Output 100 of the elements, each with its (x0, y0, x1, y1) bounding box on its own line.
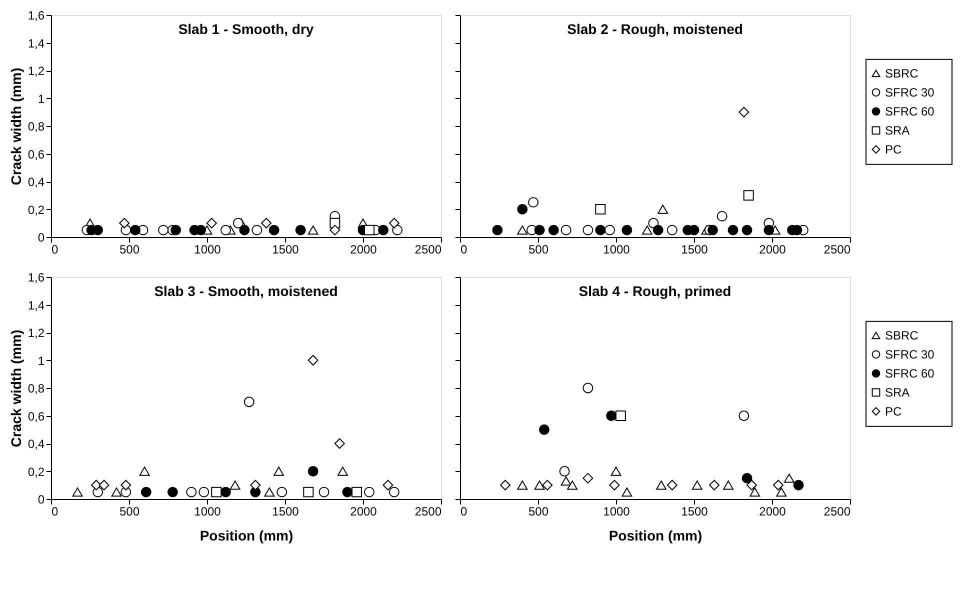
x-tick-label: 2500 (414, 242, 442, 256)
point (517, 480, 528, 490)
point (793, 480, 804, 490)
x-tick-label: 1500 (272, 504, 300, 518)
x-tick-label: 1000 (194, 242, 222, 256)
point (742, 472, 752, 484)
point (548, 224, 559, 236)
point (622, 224, 632, 236)
point (738, 410, 750, 421)
point (308, 355, 318, 366)
x-tick-label: 1500 (681, 242, 708, 256)
point (692, 480, 702, 490)
x-tick-label: 500 (528, 242, 549, 256)
x-axis-title: Position (mm) (608, 528, 702, 544)
point (559, 466, 570, 476)
x-tick-label: 1500 (272, 242, 300, 256)
point (743, 190, 754, 201)
x-tick-label: 2500 (824, 504, 851, 518)
point (244, 396, 254, 408)
point (120, 480, 132, 490)
legend-label: SFRC 60 (885, 366, 935, 380)
point (642, 225, 652, 235)
point (764, 224, 774, 236)
point (264, 487, 275, 497)
point (295, 224, 306, 236)
legend-label: SRA (885, 385, 910, 400)
point (111, 487, 122, 497)
y-tick-label: 1 (38, 354, 45, 368)
y-tick-label: 0,6 (28, 409, 45, 424)
point (538, 424, 550, 435)
point (622, 487, 632, 497)
point (534, 480, 545, 490)
y-tick-label: 1,6 (28, 8, 45, 22)
point (784, 474, 794, 483)
point (595, 204, 606, 214)
point (342, 486, 353, 498)
x-tick-label: 2000 (350, 242, 378, 256)
x-tick-label: 2500 (414, 504, 442, 518)
point (130, 224, 140, 236)
y-tick-label: 0,8 (28, 382, 45, 396)
y-tick-label: 0,2 (28, 464, 45, 479)
chart-title: Slab 3 - Smooth, moistened (154, 283, 338, 299)
y-tick-label: 1,6 (28, 270, 45, 284)
point (534, 224, 545, 236)
x-tick-label: 0 (52, 242, 58, 256)
point (750, 487, 760, 497)
point (232, 218, 244, 228)
point (220, 486, 231, 498)
x-tick-label: 0 (460, 242, 468, 256)
y-tick-label: 1,2 (28, 326, 45, 340)
y-tick-label: 0,4 (28, 175, 45, 189)
y-tick-label: 1,4 (28, 36, 45, 50)
point (567, 480, 578, 490)
point (139, 466, 150, 476)
point (707, 224, 718, 236)
point (606, 410, 617, 421)
point (528, 197, 539, 208)
point (230, 480, 240, 490)
point (239, 224, 250, 236)
legend-label: SBRC (885, 328, 919, 342)
x-tick-label: 0 (460, 504, 468, 518)
legend-label: SFRC 30 (885, 85, 935, 100)
y-tick-label: 0,4 (28, 437, 45, 451)
x-tick-label: 1000 (603, 242, 630, 256)
point (364, 486, 374, 498)
x-axis-title: Position (mm) (200, 528, 294, 544)
point (274, 466, 284, 476)
point (517, 225, 528, 235)
point (378, 224, 389, 236)
point (723, 480, 734, 490)
point (211, 486, 222, 498)
point (658, 204, 668, 214)
point (610, 466, 622, 476)
legend-label: PC (885, 142, 902, 156)
y-tick-label: 0 (38, 492, 45, 506)
x-tick-label: 500 (528, 504, 549, 518)
point (308, 466, 318, 476)
point (666, 224, 678, 236)
x-tick-label: 500 (119, 504, 140, 518)
chart-title: Slab 2 - Rough, moistened (567, 21, 743, 37)
point (656, 480, 666, 490)
legend-label: SRA (885, 123, 910, 138)
point (119, 218, 130, 228)
point (220, 224, 231, 236)
point (140, 486, 152, 498)
x-tick-label: 2000 (759, 504, 786, 518)
point (560, 476, 572, 486)
y-tick-label: 1,2 (28, 64, 45, 78)
y-axis-title: Crack width (mm) (8, 330, 24, 448)
y-tick-label: 0 (38, 230, 45, 244)
y-tick-label: 0,2 (28, 202, 45, 217)
point (167, 486, 178, 498)
point (582, 382, 594, 394)
point (303, 486, 314, 498)
chart-title: Slab 1 - Smooth, dry (178, 21, 314, 37)
point (364, 224, 374, 236)
x-tick-label: 2500 (824, 242, 851, 256)
y-tick-label: 1 (38, 92, 45, 106)
point (492, 224, 503, 236)
point (595, 224, 606, 236)
